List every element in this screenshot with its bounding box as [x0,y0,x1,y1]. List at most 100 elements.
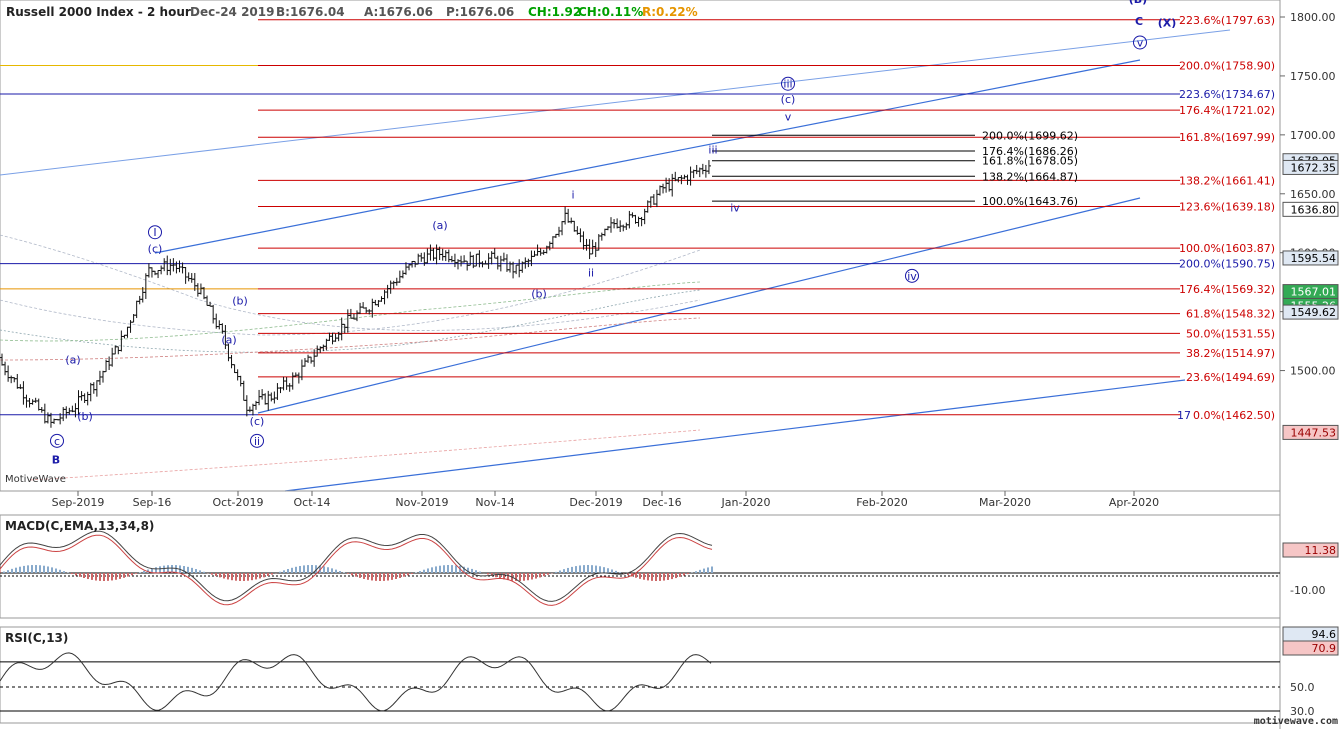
macd-plot: 11.38 -10.00 [0,530,1339,606]
fib-mid-label: 100.0%(1643.76) [982,195,1078,208]
date-tick-label: Sep-16 [133,496,172,509]
price-tags: 1678.051672.351636.801595.541567.011555.… [1282,153,1339,440]
price-tag-label: 1549.62 [1291,306,1337,319]
fib-label: 200.0%(1758.90) [1179,59,1275,72]
wave-label: iv [730,201,740,214]
wave-label: (b) [531,287,547,300]
macd-tag-box [1282,542,1339,558]
macd-signal [0,534,713,606]
fib-mid-label: 176.4%(1686.26) [982,145,1078,158]
header-bid: B:1676.04 [276,5,345,19]
fib-label: 223.6%(1797.63) [1179,14,1275,27]
wave-label: v [785,111,792,124]
fib-label: 61.8%(1548.32) [1186,308,1275,321]
date-axis: Sep-2019 Sep-16 Oct-2019 Oct-14 Nov-2019 Nov-… [0,490,1280,509]
wave-circle [905,268,919,283]
wave-label: i [571,188,574,201]
date-tick-label: Dec-16 [642,496,681,509]
price-tag-box [1282,424,1339,440]
wave-label: (c) [781,93,796,106]
date-tick-label: Nov-2019 [395,496,448,509]
wave-label: B [52,454,60,467]
date-tick-label: Nov-14 [475,496,514,509]
price-tag-box [1282,159,1339,175]
price-candles [0,160,711,428]
fib-levels-right: 223.6%(1797.63) 200.0%(1758.90) 223.6%(173… [0,14,1275,422]
price-tag-label: 1567.01 [1291,286,1337,299]
fib-levels-mid: 200.0%(1699.62) 176.4%(1686.26)161.8%(167… [712,129,1078,208]
header-change: CH:1.92 [528,5,581,19]
watermark: MotiveWave [5,474,66,485]
wave-label: iv [907,270,917,283]
header-price: P:1676.06 [446,5,514,19]
price-axis: 1800.001750.001700.001650.001600.001550.… [1280,11,1336,378]
wave-circle [250,433,264,448]
wave-label: c [54,435,60,448]
wave-label: (c) [148,243,163,256]
macd-title: MACD(C,EMA,13,34,8) [5,519,154,533]
chart-title: Russell 2000 Index - 2 hour [6,5,191,19]
price-tick-label: 1700.00 [1290,129,1336,142]
wave-label: (a) [65,353,80,366]
trend-lines [0,29,1231,492]
wave-label: (b) [232,295,248,308]
header-ask: A:1676.06 [364,5,433,19]
wave-label: (X) [1158,16,1177,29]
fib-label: 23.6%(1494.69) [1186,371,1275,384]
date-tick-label: Oct-14 [294,496,331,509]
header-date: Dec-24 2019 [190,5,274,19]
price-tag-label: 1636.80 [1291,203,1337,216]
fib-label: 0.0%(1462.50) [1193,409,1275,422]
wave-label: v [1137,36,1144,49]
wave-label: (B) [1129,0,1147,6]
header-change-pct: CH:0.11% [578,5,643,19]
fib-label: 223.6%(1734.67) [1179,88,1275,101]
macd-line [0,530,713,602]
price-tag-label: 1447.53 [1291,426,1337,439]
rsi-title: RSI(C,13) [5,631,68,645]
price-tag-label: 1595.54 [1291,252,1337,265]
wave-circle [1133,35,1147,50]
fib-mid-label: 161.8%(1678.05) [982,155,1078,168]
date-tick-label: Dec-2019 [569,496,622,509]
wave-label: ii [254,435,260,448]
date-tick-label: Mar-2020 [979,496,1031,509]
rsi-plot: 94.670.9 50.0 30.0 [0,626,1339,718]
wave-circle [148,225,162,240]
rsi-tag-box [1282,640,1339,656]
date-tick-label: Sep-2019 [52,496,105,509]
date-tick-label: Feb-2020 [856,496,907,509]
wave-circle [50,433,64,448]
wave-label: C [1135,15,1143,28]
price-tick-label: 1500.00 [1290,365,1336,378]
price-tick-label: 1750.00 [1290,70,1336,83]
price-tag-box [1282,304,1339,320]
macd-pane [0,514,1281,619]
fib-label: 161.8%(1697.99) [1179,131,1275,144]
wave-labels: (B)C(X)viii(c)viiiiiv(a)I(c)iiiv(b)(b)(a… [50,0,1191,467]
wave-label: (a) [432,219,447,232]
rsi-pane [0,626,1281,724]
price-tick-label: 1800.00 [1290,11,1336,24]
header-range: R:0.22% [642,5,698,19]
macd-tag-label: 11.38 [1305,544,1337,557]
wave-circle [781,76,795,91]
wave-label: I [153,226,156,239]
price-tag-label: 1672.35 [1291,161,1337,174]
wave-label: ii [588,266,594,279]
price-pane [0,0,1281,492]
fib-label: 176.4%(1721.02) [1179,104,1275,117]
fib-label: 200.0%(1590.75) [1179,258,1275,271]
wave-label: 17 [1177,409,1191,422]
fib-label: 138.2%(1661.41) [1179,174,1275,187]
fib-mid-label: 138.2%(1664.87) [982,170,1078,183]
wave-label: (b) [77,410,93,423]
fib-label: 38.2%(1514.97) [1186,347,1275,360]
price-tick-label: 1650.00 [1290,188,1336,201]
rsi-line [0,652,712,712]
price-tag-box [1282,201,1339,217]
fib-mid-label: 200.0%(1699.62) [982,129,1078,142]
date-tick-label: Jan-2020 [721,496,771,509]
fib-label: 123.6%(1639.18) [1179,201,1275,214]
